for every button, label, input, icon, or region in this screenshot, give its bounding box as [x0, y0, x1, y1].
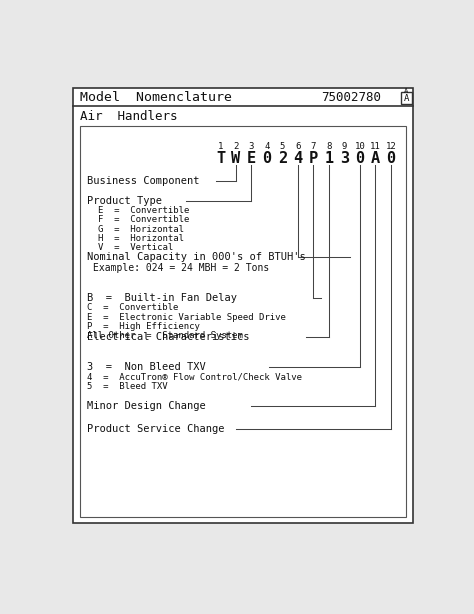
Text: 3  =  Non Bleed TXV: 3 = Non Bleed TXV	[87, 362, 206, 372]
Text: H  =  Horizontal: H = Horizontal	[98, 234, 184, 243]
Text: E: E	[247, 151, 256, 166]
Text: 11: 11	[370, 142, 381, 150]
Text: 8: 8	[326, 142, 332, 150]
Text: 7: 7	[311, 142, 316, 150]
Text: W: W	[231, 151, 240, 166]
Text: 2: 2	[278, 151, 287, 166]
Bar	[80, 126, 406, 517]
Text: E  =  Electronic Variable Speed Drive: E = Electronic Variable Speed Drive	[87, 313, 286, 322]
Text: C  =  Convertible: C = Convertible	[87, 303, 179, 313]
Text: 6: 6	[295, 142, 301, 150]
Text: G  =  Horizontal: G = Horizontal	[98, 225, 184, 234]
Text: Nominal Capacity in 000's of BTUH's: Nominal Capacity in 000's of BTUH's	[87, 252, 306, 262]
Text: 5  =  Bleed TXV: 5 = Bleed TXV	[87, 382, 168, 391]
Text: E  =  Convertible: E = Convertible	[98, 206, 190, 216]
Text: Business Component: Business Component	[87, 176, 200, 185]
Text: 4: 4	[293, 151, 302, 166]
Text: 0: 0	[263, 151, 272, 166]
Text: T: T	[216, 151, 225, 166]
Text: 1: 1	[324, 151, 334, 166]
Text: 75002780: 75002780	[321, 91, 381, 104]
Bar	[401, 92, 412, 104]
Text: Model  Nomenclature: Model Nomenclature	[80, 91, 232, 104]
Text: 3: 3	[340, 151, 349, 166]
Text: Minor Design Change: Minor Design Change	[87, 400, 206, 411]
Text: 3: 3	[249, 142, 254, 150]
Text: A: A	[371, 151, 380, 166]
Text: 0: 0	[356, 151, 365, 166]
Text: Air  Handlers: Air Handlers	[80, 111, 178, 123]
Text: 12: 12	[385, 142, 396, 150]
Text: All Other  =  Standard System: All Other = Standard System	[87, 331, 243, 340]
Text: Product Type: Product Type	[87, 196, 162, 206]
Text: 1: 1	[218, 142, 223, 150]
Text: 10: 10	[355, 142, 365, 150]
Text: 4  =  AccuTron® Flow Control/Check Valve: 4 = AccuTron® Flow Control/Check Valve	[87, 373, 302, 381]
Text: Example: 024 = 24 MBH = 2 Tons: Example: 024 = 24 MBH = 2 Tons	[93, 263, 270, 273]
Text: Product Service Change: Product Service Change	[87, 424, 225, 433]
Text: 2: 2	[233, 142, 238, 150]
Text: 4: 4	[264, 142, 270, 150]
Text: 9: 9	[342, 142, 347, 150]
Text: F  =  Convertible: F = Convertible	[98, 216, 190, 225]
Text: 5: 5	[280, 142, 285, 150]
Text: 0: 0	[386, 151, 395, 166]
Text: A: A	[404, 88, 409, 93]
Text: P: P	[309, 151, 318, 166]
Text: V  =  Vertical: V = Vertical	[98, 243, 173, 252]
Text: Electrical Characteristics: Electrical Characteristics	[87, 332, 250, 342]
Text: A: A	[404, 94, 409, 103]
Text: B  =  Built-in Fan Delay: B = Built-in Fan Delay	[87, 293, 237, 303]
Text: P  =  High Efficiency: P = High Efficiency	[87, 322, 200, 331]
